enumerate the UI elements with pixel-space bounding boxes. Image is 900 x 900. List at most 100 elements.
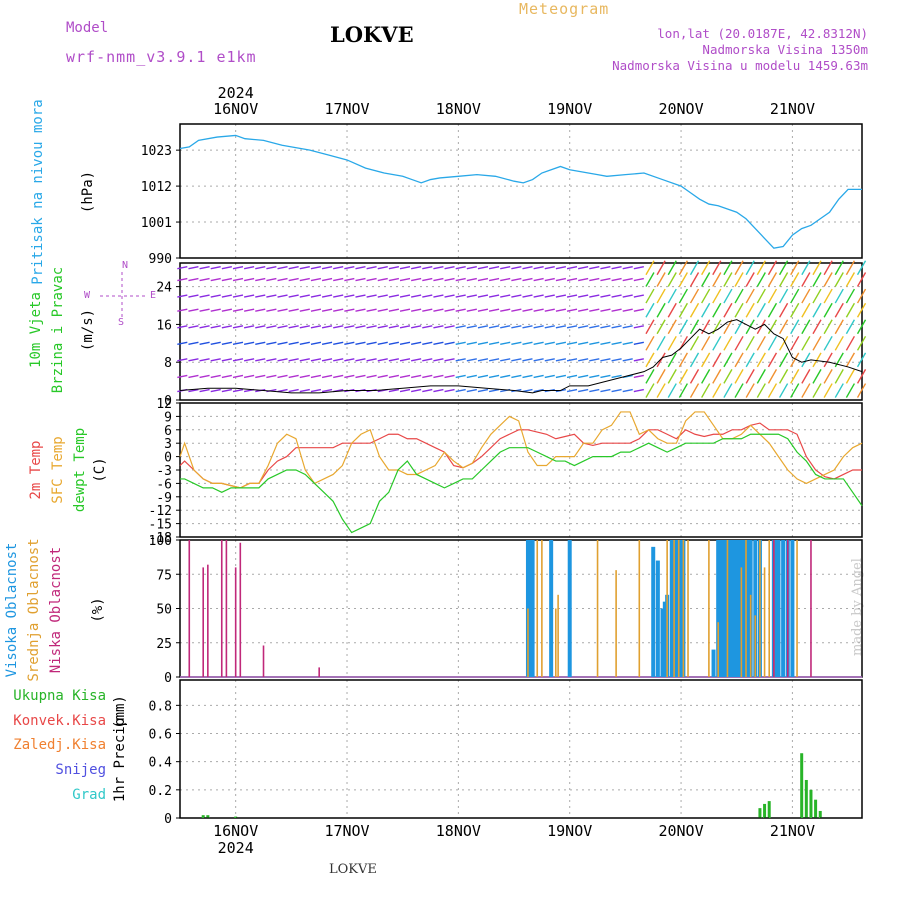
wind-barb xyxy=(411,277,422,282)
wind-barb xyxy=(745,272,755,287)
wind-barb xyxy=(622,266,633,270)
wind-barb xyxy=(444,308,455,312)
wind-barb xyxy=(566,374,578,379)
bottom-date-label: 17NOV xyxy=(324,822,369,840)
wind-barb xyxy=(667,288,677,304)
high-cloud-bar xyxy=(716,540,721,677)
wind-barb xyxy=(633,325,644,329)
wind-barb xyxy=(488,308,500,312)
wind-barb xyxy=(555,266,567,270)
wind-barb xyxy=(488,341,500,345)
wind-barb xyxy=(466,277,477,282)
wind-key-n: N xyxy=(122,260,128,271)
wind-barb xyxy=(422,294,433,298)
high-cloud-bar xyxy=(662,601,667,677)
wind-barb xyxy=(199,325,210,329)
wind-barb xyxy=(611,266,622,270)
wind-barb xyxy=(578,388,589,393)
top-date-label: 18NOV xyxy=(436,100,481,118)
wind-barb xyxy=(589,308,600,312)
wind-barb xyxy=(578,277,589,282)
wind-barb xyxy=(823,319,833,335)
wind-barb xyxy=(422,277,433,282)
wind-barb xyxy=(667,302,677,318)
wind-barb xyxy=(723,288,733,304)
y-tick-label: 16 xyxy=(156,318,172,333)
high-cloud-bar xyxy=(655,560,660,677)
wind-speed-line xyxy=(179,319,863,394)
y-tick-label: -15 xyxy=(149,518,172,533)
wind-barb xyxy=(188,325,199,329)
wind-barb xyxy=(801,272,811,287)
wind-barb xyxy=(801,352,811,368)
wind-barb xyxy=(678,352,688,368)
high-cloud-bar xyxy=(734,540,739,677)
wind-barb xyxy=(544,358,555,362)
wind-barb xyxy=(578,294,589,298)
y-tick-label: 0.8 xyxy=(149,699,172,714)
wind-barb xyxy=(399,266,411,270)
wind-barb xyxy=(488,358,500,362)
wind-barb xyxy=(812,369,822,384)
wind-barb xyxy=(790,288,800,304)
wind-barb xyxy=(834,288,844,304)
wind-barb xyxy=(544,341,555,345)
wind-barb xyxy=(633,358,644,362)
wind-barb xyxy=(678,302,688,318)
wind-barb xyxy=(767,288,778,304)
wind-barb xyxy=(656,335,666,351)
wind-barb xyxy=(299,388,310,393)
wind-barb xyxy=(277,358,288,362)
wind-barb xyxy=(455,266,466,270)
station-title: LOKVE xyxy=(330,22,414,47)
wind-barb xyxy=(823,272,833,287)
temp-2m-line xyxy=(179,422,862,489)
wind-barb xyxy=(232,277,244,282)
wind-barb xyxy=(366,374,377,379)
wind-axis-title-2: Brzina i Pravac xyxy=(50,267,66,393)
wind-barb xyxy=(701,319,711,335)
wind-barb xyxy=(834,319,844,335)
wind-barb xyxy=(845,352,856,368)
wind-barb xyxy=(522,374,533,379)
wind-barb xyxy=(856,272,867,287)
wind-barb xyxy=(310,341,322,345)
y-tick-label: 8 xyxy=(164,356,172,371)
wind-barb xyxy=(667,335,677,351)
wind-barb xyxy=(578,358,589,362)
precip-bar xyxy=(814,799,818,818)
wind-barb xyxy=(645,383,655,398)
wind-barb xyxy=(500,294,511,298)
wind-barb xyxy=(622,325,633,329)
wind-barb xyxy=(199,358,210,362)
wind-barb xyxy=(533,325,544,329)
wind-barb xyxy=(712,302,722,318)
wind-barb xyxy=(522,341,533,345)
wind-barb xyxy=(533,374,544,379)
wind-barb xyxy=(701,302,711,318)
wind-barb xyxy=(477,266,489,270)
wind-barb xyxy=(277,294,288,298)
precip-legend-entry: Ukupna Kisa xyxy=(13,688,106,704)
wind-barb xyxy=(399,294,411,298)
wind-barb xyxy=(723,302,733,318)
low-cloud-axis-title: Niska Oblacnost xyxy=(48,547,64,673)
wind-barb xyxy=(544,308,555,312)
cloud-units-label: (%) xyxy=(90,597,106,622)
wind-barb xyxy=(756,369,766,384)
wind-barb xyxy=(778,319,789,335)
wind-barb xyxy=(344,358,355,362)
wind-barb xyxy=(823,335,833,351)
wind-barb xyxy=(377,325,388,329)
wind-barb xyxy=(600,294,611,298)
wind-barb xyxy=(734,288,744,304)
wind-barb xyxy=(511,277,522,282)
wind-barb xyxy=(255,266,266,270)
top-date-label: 19NOV xyxy=(547,100,592,118)
wind-barb xyxy=(411,308,422,312)
high-cloud-bar xyxy=(741,540,746,677)
wind-barb xyxy=(444,266,455,270)
sfc-temp-line xyxy=(179,411,863,489)
wind-barb xyxy=(288,266,299,270)
wind-barb xyxy=(277,266,288,270)
